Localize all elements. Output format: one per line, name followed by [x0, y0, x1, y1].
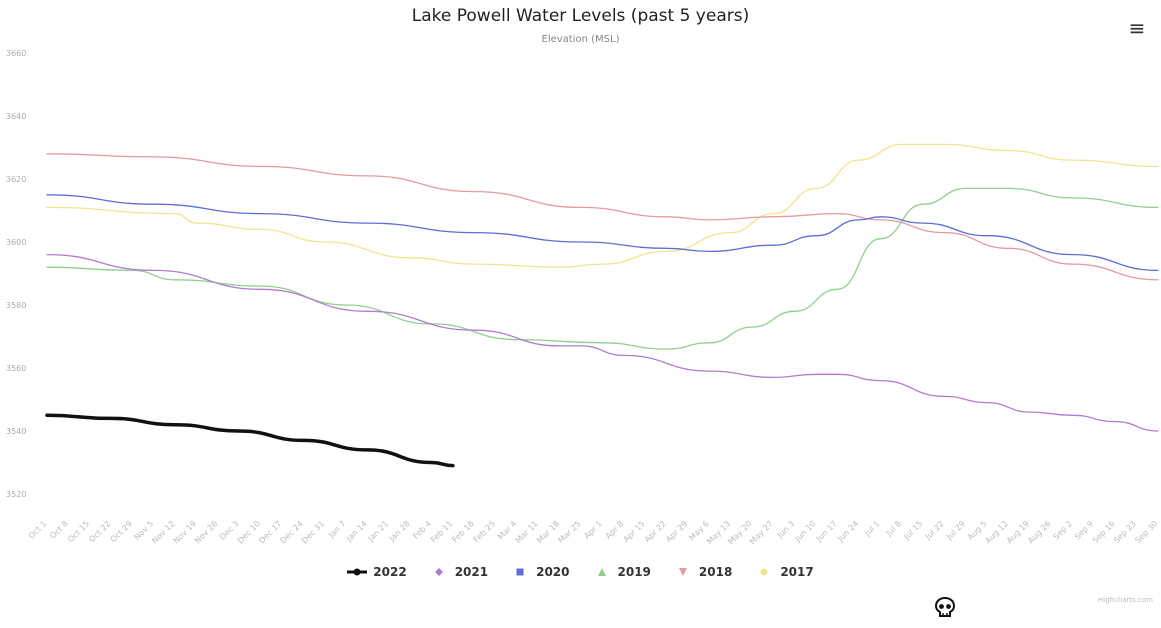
y-tick-label: 3620 — [6, 175, 26, 184]
x-tick-label: Jun 24 — [835, 519, 860, 544]
x-tick-label: Jul 1 — [862, 519, 881, 538]
y-tick-label: 3640 — [6, 112, 26, 121]
x-tick-label: Sep 2 — [1052, 519, 1074, 541]
y-tick-label: 3560 — [6, 364, 26, 373]
legend-label: 2020 — [536, 565, 570, 579]
x-tick-label: Dec 24 — [278, 519, 304, 545]
x-tick-label: Sep 16 — [1091, 519, 1117, 545]
x-tick-label: Apr 1 — [582, 519, 604, 541]
skull-icon — [934, 596, 956, 617]
x-tick-label: Jul 15 — [902, 519, 925, 542]
x-tick-label: Jan 21 — [365, 519, 390, 544]
legend-label: 2017 — [780, 565, 814, 579]
legend-item-2022[interactable]: 2022 — [347, 565, 407, 579]
y-tick-label: 3520 — [6, 490, 26, 499]
x-tick-label: Jan 14 — [344, 519, 369, 544]
legend-label: 2022 — [373, 565, 407, 579]
x-tick-label: Nov 26 — [193, 519, 219, 545]
y-tick-label: 3660 — [6, 49, 26, 58]
legend-label: 2021 — [454, 565, 489, 579]
x-tick-label: Oct 22 — [87, 519, 112, 544]
y-tick-label: 3580 — [6, 301, 26, 310]
legend-symbol-circle — [760, 568, 768, 576]
x-tick-label: Apr 29 — [664, 519, 689, 544]
series-line-2018 — [46, 153, 1159, 281]
legend-item-2019[interactable]: 2019 — [592, 565, 651, 579]
legend-symbol-triangle-down — [678, 568, 687, 576]
legend: 2022 2021 2020 2019 2018 2017 — [0, 565, 1161, 579]
series-line-2022 — [45, 413, 455, 468]
x-tick-label: Mar 18 — [535, 519, 561, 545]
x-tick-label: Feb 18 — [450, 519, 475, 544]
x-tick-label: Sep 30 — [1133, 519, 1159, 545]
x-tick-label: Apr 15 — [621, 519, 646, 544]
x-tick-label: Feb 11 — [429, 519, 454, 544]
credits-link[interactable]: Highcharts.com — [1097, 596, 1153, 604]
x-tick-label: Mar 11 — [514, 519, 540, 545]
legend-item-2020[interactable]: 2020 — [510, 565, 570, 579]
x-tick-label: Dec 17 — [257, 519, 283, 545]
x-tick-label: Apr 22 — [643, 519, 668, 544]
legend-symbol-diamond — [434, 568, 443, 576]
y-tick-label: 3540 — [6, 427, 26, 436]
x-tick-label: Jan 28 — [387, 519, 412, 544]
legend-symbol-square — [516, 568, 524, 576]
legend-item-2018[interactable]: 2018 — [673, 565, 732, 579]
legend-label: 2018 — [698, 565, 733, 579]
x-tick-label: May 27 — [748, 519, 775, 546]
x-tick-label: Feb 25 — [472, 519, 497, 544]
series-line-2020 — [46, 194, 1159, 272]
x-tick-label: Mar 25 — [557, 519, 583, 545]
chart-subtitle: Elevation (MSL) — [541, 34, 620, 45]
x-tick-label: Jun 17 — [814, 519, 839, 544]
hamburger-menu-icon[interactable]: ≡ — [1128, 16, 1146, 40]
x-tick-label: Oct 1 — [27, 519, 49, 541]
y-axis: 3520 3540 3560 3580 3600 3620 3640 3660 — [6, 49, 26, 499]
x-tick-label: Aug 26 — [1026, 519, 1052, 545]
legend-item-2017[interactable]: 2017 — [754, 565, 814, 579]
x-tick-label: Jul 29 — [944, 519, 967, 542]
y-tick-label: 3600 — [6, 238, 26, 247]
chart-title: Lake Powell Water Levels (past 5 years) — [411, 6, 750, 26]
x-tick-label: Dec 31 — [300, 519, 326, 545]
x-tick-label: Oct 15 — [66, 519, 91, 544]
x-tick-label: Jul 22 — [923, 519, 946, 542]
legend-item-2021[interactable]: 2021 — [429, 565, 488, 579]
series-layer — [45, 143, 1159, 468]
x-tick-label: Dec 10 — [236, 519, 262, 545]
series-line-2019 — [46, 187, 1159, 350]
x-tick-label: Jul 8 — [884, 519, 903, 538]
series-line-2021 — [46, 253, 1159, 432]
x-tick-label: Jun 10 — [793, 519, 818, 544]
legend-symbol-circle — [347, 568, 368, 576]
x-tick-label: Sep 23 — [1112, 519, 1138, 545]
x-tick-label: Oct 29 — [109, 519, 134, 544]
series-line-2017 — [46, 143, 1159, 268]
legend-symbol-triangle — [597, 568, 606, 576]
legend-label: 2019 — [617, 565, 651, 579]
